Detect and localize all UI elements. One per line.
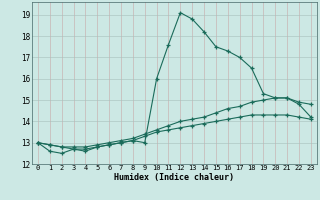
X-axis label: Humidex (Indice chaleur): Humidex (Indice chaleur) bbox=[115, 173, 234, 182]
